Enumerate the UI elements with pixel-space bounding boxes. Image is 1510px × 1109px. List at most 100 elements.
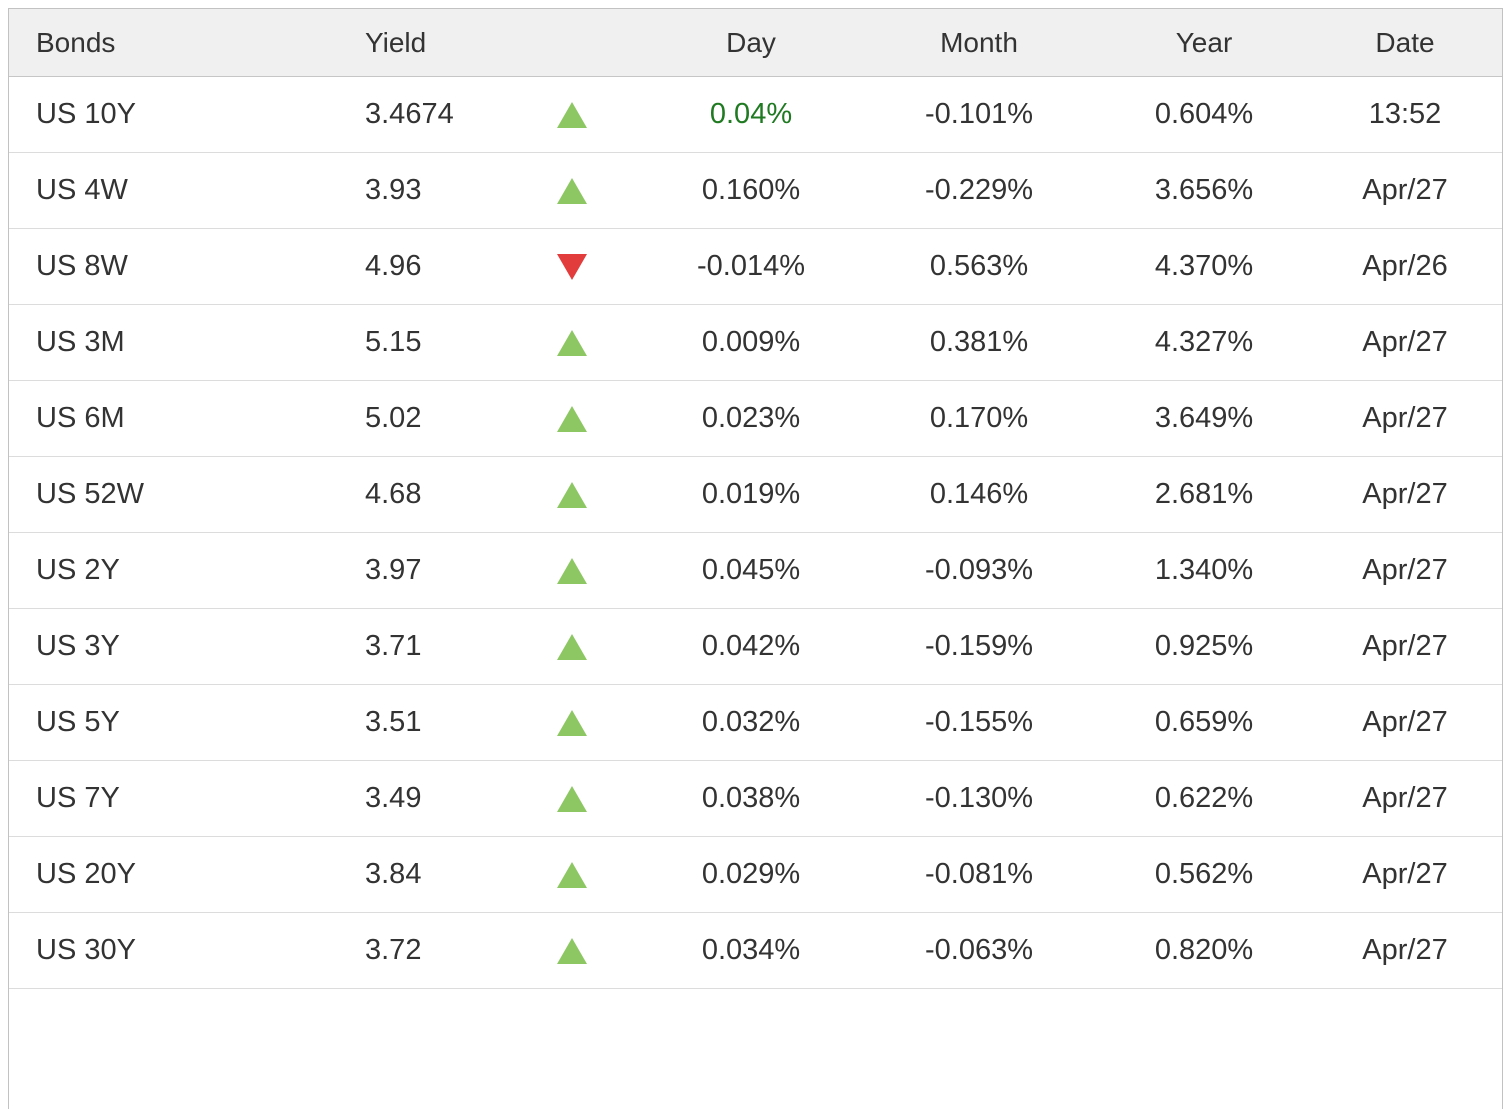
year-change: 4.370%	[1100, 228, 1308, 305]
arrow-cell	[500, 684, 644, 761]
day-change: 0.038%	[644, 760, 858, 837]
up-triangle-icon	[557, 406, 587, 433]
header-day: Day	[644, 9, 858, 77]
bond-name[interactable]: US 10Y	[9, 76, 345, 153]
arrow-cell	[500, 760, 644, 837]
bond-name[interactable]: US 7Y	[9, 760, 345, 837]
table-row[interactable]: US 6M 5.02 0.023% 0.170% 3.649% Apr/27	[9, 380, 1502, 457]
month-change: 0.146%	[858, 456, 1100, 533]
header-month: Month	[858, 9, 1100, 77]
up-triangle-icon	[557, 330, 587, 357]
header-date: Date	[1308, 9, 1502, 77]
month-change: 0.170%	[858, 380, 1100, 457]
month-change: -0.063%	[858, 912, 1100, 989]
day-change: 0.023%	[644, 380, 858, 457]
last-update: Apr/27	[1308, 456, 1502, 533]
table-row[interactable]: US 10Y 3.4674 0.04% -0.101% 0.604% 13:52	[9, 76, 1502, 153]
year-change: 3.656%	[1100, 152, 1308, 229]
bond-name[interactable]: US 8W	[9, 228, 345, 305]
day-change: 0.032%	[644, 684, 858, 761]
up-triangle-icon	[557, 558, 587, 585]
table-row[interactable]: US 30Y 3.72 0.034% -0.063% 0.820% Apr/27	[9, 912, 1502, 989]
day-change: 0.034%	[644, 912, 858, 989]
yield-value: 3.84	[345, 836, 500, 913]
table-body: US 10Y 3.4674 0.04% -0.101% 0.604% 13:52 US 4W…	[9, 76, 1502, 989]
arrow-cell	[500, 304, 644, 381]
bond-name[interactable]: US 6M	[9, 380, 345, 457]
bond-name[interactable]: US 5Y	[9, 684, 345, 761]
up-triangle-icon	[557, 634, 587, 661]
day-change: 0.04%	[644, 76, 858, 153]
table-row[interactable]: US 4W 3.93 0.160% -0.229% 3.656% Apr/27	[9, 152, 1502, 229]
year-change: 0.925%	[1100, 608, 1308, 685]
table-row[interactable]: US 52W 4.68 0.019% 0.146% 2.681% Apr/27	[9, 456, 1502, 533]
last-update: Apr/27	[1308, 836, 1502, 913]
table-row[interactable]: US 2Y 3.97 0.045% -0.093% 1.340% Apr/27	[9, 532, 1502, 609]
year-change: 2.681%	[1100, 456, 1308, 533]
table-row[interactable]: US 8W 4.96 -0.014% 0.563% 4.370% Apr/26	[9, 228, 1502, 305]
last-update: Apr/27	[1308, 152, 1502, 229]
arrow-cell	[500, 152, 644, 229]
yield-value: 5.02	[345, 380, 500, 457]
last-update: Apr/27	[1308, 304, 1502, 381]
last-update: Apr/27	[1308, 684, 1502, 761]
last-update: Apr/27	[1308, 380, 1502, 457]
month-change: 0.381%	[858, 304, 1100, 381]
last-update: Apr/27	[1308, 760, 1502, 837]
yield-value: 3.49	[345, 760, 500, 837]
table-row[interactable]: US 3M 5.15 0.009% 0.381% 4.327% Apr/27	[9, 304, 1502, 381]
last-update: Apr/27	[1308, 532, 1502, 609]
header-yield: Yield	[345, 9, 500, 77]
day-change: 0.045%	[644, 532, 858, 609]
year-change: 0.622%	[1100, 760, 1308, 837]
bond-name[interactable]: US 4W	[9, 152, 345, 229]
bond-name[interactable]: US 2Y	[9, 532, 345, 609]
day-change: 0.042%	[644, 608, 858, 685]
yield-value: 3.51	[345, 684, 500, 761]
up-triangle-icon	[557, 482, 587, 509]
arrow-cell	[500, 76, 644, 153]
header-year: Year	[1100, 9, 1308, 77]
table-row[interactable]: US 7Y 3.49 0.038% -0.130% 0.622% Apr/27	[9, 760, 1502, 837]
yield-value: 4.68	[345, 456, 500, 533]
bonds-table: Bonds Yield Day Month Year Date US 10Y 3.…	[9, 9, 1502, 989]
month-change: -0.093%	[858, 532, 1100, 609]
bond-name[interactable]: US 20Y	[9, 836, 345, 913]
yield-value: 3.72	[345, 912, 500, 989]
table-row[interactable]: US 3Y 3.71 0.042% -0.159% 0.925% Apr/27	[9, 608, 1502, 685]
yield-value: 3.97	[345, 532, 500, 609]
arrow-cell	[500, 456, 644, 533]
header-bonds: Bonds	[9, 9, 345, 77]
month-change: -0.101%	[858, 76, 1100, 153]
bond-name[interactable]: US 30Y	[9, 912, 345, 989]
arrow-cell	[500, 228, 644, 305]
up-triangle-icon	[557, 178, 587, 205]
year-change: 0.562%	[1100, 836, 1308, 913]
month-change: -0.229%	[858, 152, 1100, 229]
month-change: -0.081%	[858, 836, 1100, 913]
yield-value: 3.4674	[345, 76, 500, 153]
yield-value: 3.71	[345, 608, 500, 685]
month-change: -0.130%	[858, 760, 1100, 837]
month-change: -0.155%	[858, 684, 1100, 761]
year-change: 4.327%	[1100, 304, 1308, 381]
day-change: 0.029%	[644, 836, 858, 913]
arrow-cell	[500, 608, 644, 685]
bond-name[interactable]: US 3M	[9, 304, 345, 381]
day-change: 0.009%	[644, 304, 858, 381]
down-triangle-icon	[557, 254, 587, 281]
up-triangle-icon	[557, 710, 587, 737]
yield-value: 5.15	[345, 304, 500, 381]
year-change: 0.659%	[1100, 684, 1308, 761]
up-triangle-icon	[557, 938, 587, 965]
table-row[interactable]: US 5Y 3.51 0.032% -0.155% 0.659% Apr/27	[9, 684, 1502, 761]
day-change: -0.014%	[644, 228, 858, 305]
yield-value: 3.93	[345, 152, 500, 229]
up-triangle-icon	[557, 102, 587, 129]
year-change: 0.604%	[1100, 76, 1308, 153]
header-arrow	[500, 9, 644, 77]
table-row[interactable]: US 20Y 3.84 0.029% -0.081% 0.562% Apr/27	[9, 836, 1502, 913]
bond-name[interactable]: US 52W	[9, 456, 345, 533]
bond-name[interactable]: US 3Y	[9, 608, 345, 685]
up-triangle-icon	[557, 786, 587, 813]
